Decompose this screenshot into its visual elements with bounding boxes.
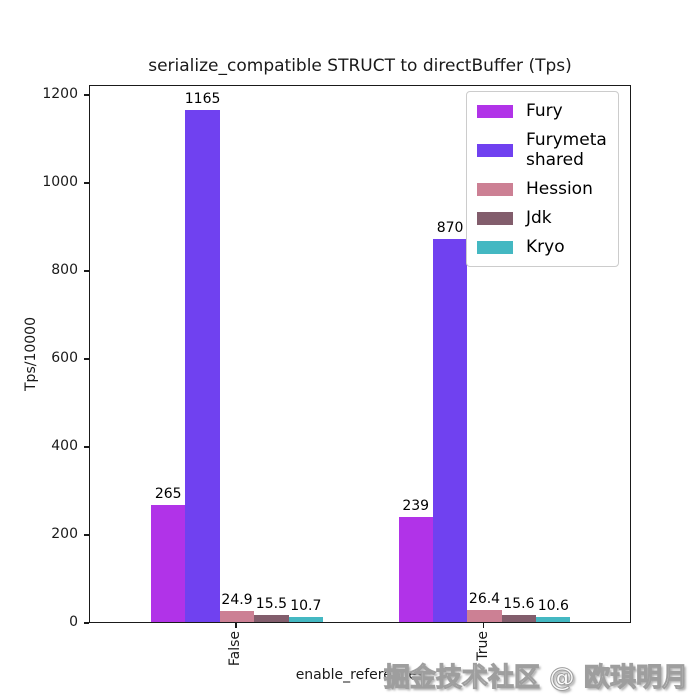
bar-furymeta-shared-true bbox=[432, 239, 468, 622]
legend-swatch-furymeta-shared-icon bbox=[477, 143, 513, 157]
bar-fury-true bbox=[398, 516, 433, 622]
plot-area: 265 1165 24.9 15.5 10.7 239 870 26.4 15.6 10.6 Fu… bbox=[89, 85, 631, 623]
bar-jdk-false bbox=[254, 615, 289, 622]
bar-value-fury-true: 239 bbox=[402, 497, 430, 514]
bar-value-furymeta-shared-true: 870 bbox=[436, 220, 464, 237]
bar-value-furymeta-shared-false: 1165 bbox=[184, 90, 221, 107]
legend-label-furymeta-shared: Furymeta shared bbox=[526, 130, 607, 171]
y-tick-mark-0 bbox=[84, 622, 89, 624]
x-tick-label-false: False bbox=[227, 631, 243, 667]
y-tick-label-1000: 1000 bbox=[42, 174, 78, 191]
legend: Fury Furymeta shared Hession Jdk Kryo bbox=[466, 91, 619, 268]
bar-value-hession-true: 26.4 bbox=[468, 591, 501, 608]
y-tick-label-400: 400 bbox=[51, 438, 78, 455]
x-tick-mark-false bbox=[235, 623, 237, 628]
bar-value-fury-false: 265 bbox=[154, 486, 182, 503]
legend-item-kryo: Kryo bbox=[477, 237, 608, 257]
bar-value-jdk-true: 15.6 bbox=[503, 596, 535, 613]
legend-item-furymeta-shared: Furymeta shared bbox=[477, 130, 608, 170]
y-tick-label-600: 600 bbox=[51, 350, 78, 367]
legend-item-hession: Hession bbox=[477, 179, 608, 199]
legend-swatch-fury-icon bbox=[477, 104, 513, 118]
y-tick-mark-600 bbox=[84, 358, 89, 360]
x-tick-mark-true bbox=[482, 623, 485, 628]
y-tick-mark-800 bbox=[84, 270, 89, 272]
legend-label-fury: Fury bbox=[526, 101, 563, 121]
legend-swatch-jdk-icon bbox=[477, 211, 513, 225]
legend-swatch-kryo-icon bbox=[477, 240, 513, 254]
bar-kryo-false bbox=[288, 617, 323, 622]
y-tick-label-1200: 1200 bbox=[42, 86, 78, 103]
y-tick-mark-200 bbox=[84, 534, 89, 536]
legend-item-jdk: Jdk bbox=[477, 208, 608, 228]
bar-furymeta-shared-false bbox=[185, 109, 220, 622]
legend-label-jdk: Jdk bbox=[526, 208, 552, 229]
y-tick-mark-1000 bbox=[84, 182, 89, 184]
y-tick-label-800: 800 bbox=[51, 262, 78, 279]
bar-kryo-true bbox=[536, 617, 571, 622]
bar-hession-false bbox=[219, 611, 255, 622]
bar-hession-true bbox=[467, 610, 502, 622]
y-tick-label-200: 200 bbox=[51, 526, 78, 543]
legend-label-kryo: Kryo bbox=[526, 237, 565, 258]
bar-value-jdk-false: 15.5 bbox=[255, 596, 287, 613]
legend-swatch-hession-icon bbox=[477, 182, 513, 196]
y-tick-mark-400 bbox=[84, 446, 89, 448]
y-tick-label-0: 0 bbox=[69, 614, 78, 630]
legend-item-fury: Fury bbox=[477, 101, 608, 121]
bar-fury-false bbox=[151, 505, 186, 622]
legend-label-hession: Hession bbox=[526, 179, 593, 200]
bar-value-hession-false: 24.9 bbox=[221, 592, 253, 609]
bar-jdk-true bbox=[501, 615, 537, 622]
chart-title: serialize_compatible STRUCT to directBuf… bbox=[148, 56, 572, 76]
watermark: 掘金技术社区 @ 欧琪明月 bbox=[383, 663, 688, 694]
y-tick-mark-1200 bbox=[84, 94, 89, 96]
x-axis-label: enable_references bbox=[295, 667, 425, 683]
bar-value-kryo-false: 10.7 bbox=[290, 598, 322, 615]
bar-value-kryo-true: 10.6 bbox=[537, 598, 569, 615]
